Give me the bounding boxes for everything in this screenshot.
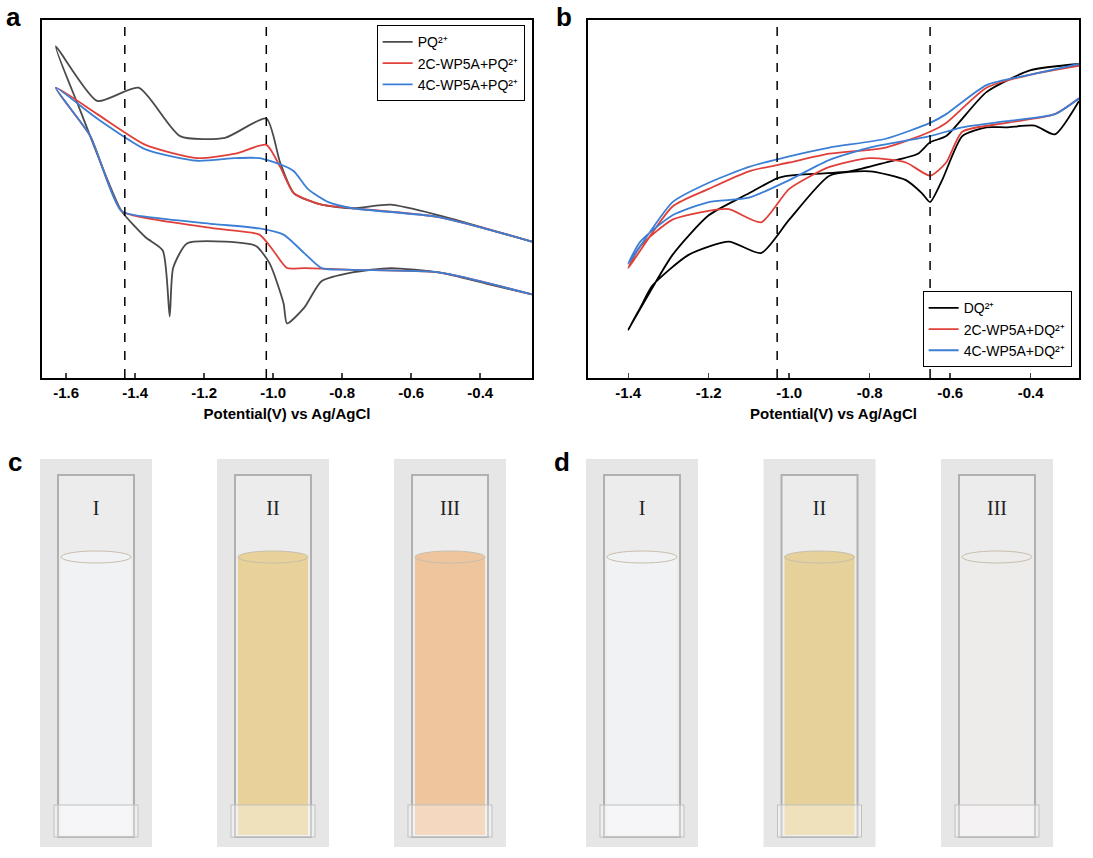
svg-text:-1.2: -1.2 — [696, 384, 722, 401]
svg-text:d: d — [554, 447, 570, 477]
svg-text:c: c — [8, 447, 22, 477]
svg-text:-0.6: -0.6 — [398, 384, 424, 401]
svg-text:I: I — [93, 497, 100, 519]
svg-text:-0.8: -0.8 — [329, 384, 355, 401]
svg-text:II: II — [813, 497, 826, 519]
svg-text:III: III — [987, 497, 1007, 519]
html-text:a: a — [6, 2, 21, 32]
svg-text:-1.4: -1.4 — [615, 384, 642, 401]
svg-text:Potential(V) vs Ag/AgCl: Potential(V) vs Ag/AgCl — [750, 405, 917, 422]
svg-text:-1.0: -1.0 — [260, 384, 286, 401]
svg-text:2C-WP5A+DQ²⁺: 2C-WP5A+DQ²⁺ — [964, 322, 1065, 338]
svg-text:-1.4: -1.4 — [122, 384, 149, 401]
svg-text:II: II — [266, 497, 279, 519]
svg-text:4C-WP5A+PQ²⁺: 4C-WP5A+PQ²⁺ — [418, 77, 518, 93]
svg-text:-0.6: -0.6 — [937, 384, 963, 401]
svg-text:I: I — [639, 497, 646, 519]
svg-text:2C-WP5A+PQ²⁺: 2C-WP5A+PQ²⁺ — [418, 56, 518, 72]
svg-text:III: III — [440, 497, 460, 519]
svg-text:-0.8: -0.8 — [857, 384, 883, 401]
svg-text:-0.4: -0.4 — [1018, 384, 1045, 401]
svg-text:-1.6: -1.6 — [53, 384, 79, 401]
svg-text:Potential(V) vs Ag/AgCl: Potential(V) vs Ag/AgCl — [204, 405, 371, 422]
svg-text:PQ²⁺: PQ²⁺ — [418, 34, 448, 50]
svg-text:DQ²⁺: DQ²⁺ — [964, 300, 995, 316]
html-text:b: b — [556, 2, 572, 32]
svg-text:-1.2: -1.2 — [191, 384, 217, 401]
svg-text:-0.4: -0.4 — [467, 384, 494, 401]
svg-text:-1.0: -1.0 — [776, 384, 802, 401]
svg-text:4C-WP5A+DQ²⁺: 4C-WP5A+DQ²⁺ — [964, 343, 1065, 359]
